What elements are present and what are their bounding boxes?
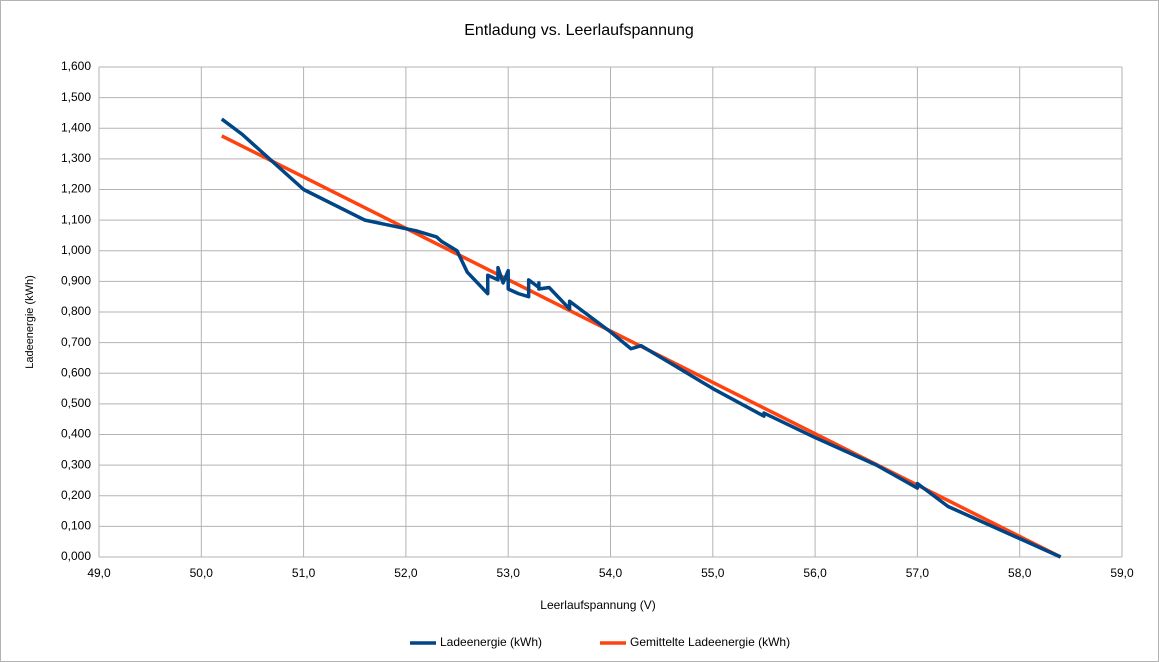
y-tick-label: 0,500 [61,396,91,410]
legend-label: Ladeenergie (kWh) [440,635,542,649]
y-tick-label: 1,100 [61,212,91,226]
x-tick-label: 50,0 [190,566,214,580]
x-tick-label: 51,0 [292,566,316,580]
chart-title: Entladung vs. Leerlaufspannung [464,22,694,39]
x-tick-label: 58,0 [1008,566,1032,580]
y-tick-label: 0,100 [61,519,91,533]
y-tick-label: 0,200 [61,488,91,502]
y-tick-label: 1,400 [61,120,91,134]
x-tick-label: 52,0 [394,566,418,580]
x-tick-label: 53,0 [497,566,521,580]
x-tick-label: 59,0 [1110,566,1134,580]
x-axis-title: Leerlaufspannung (V) [540,598,655,612]
y-tick-label: 1,500 [61,90,91,104]
y-tick-label: 0,800 [61,304,91,318]
y-tick-label: 0,900 [61,274,91,288]
y-tick-label: 0,300 [61,457,91,471]
y-tick-label: 0,000 [61,549,91,563]
x-tick-label: 54,0 [599,566,623,580]
y-tick-label: 1,300 [61,151,91,165]
x-tick-label: 56,0 [803,566,827,580]
legend-label: Gemittelte Ladeenergie (kWh) [630,635,790,649]
y-tick-label: 0,400 [61,427,91,441]
x-tick-label: 57,0 [906,566,930,580]
series-line [220,117,1062,559]
y-tick-label: 0,600 [61,365,91,379]
x-tick-label: 49,0 [87,566,111,580]
y-tick-label: 1,600 [61,59,91,73]
y-tick-label: 1,200 [61,182,91,196]
y-tick-label: 1,000 [61,243,91,257]
y-tick-label: 0,700 [61,335,91,349]
y-axis-title: Ladeenergie (kWh) [24,275,36,369]
x-tick-label: 55,0 [701,566,725,580]
